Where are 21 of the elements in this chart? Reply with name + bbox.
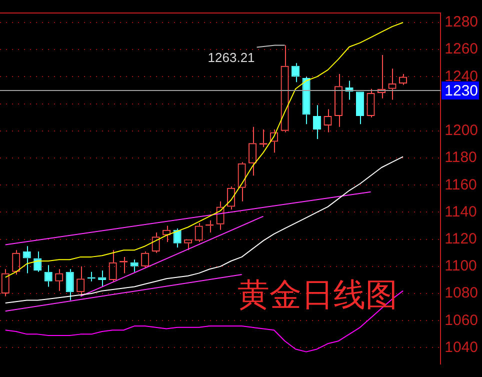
y-tick-label: 1060 bbox=[444, 312, 478, 329]
candlestick bbox=[356, 92, 364, 125]
annotation: 1263.21 bbox=[208, 50, 255, 65]
y-tick-label: 1280 bbox=[444, 14, 478, 31]
y-tick-label: 1040 bbox=[444, 338, 478, 356]
candlestick bbox=[130, 259, 138, 272]
y-tick-label: 1080 bbox=[444, 284, 478, 302]
y-tick-label: 1120 bbox=[444, 230, 477, 248]
y-tick-label: 1160 bbox=[444, 176, 477, 194]
text: 黄金日线图 bbox=[237, 276, 398, 314]
y-tick-label: 1240 bbox=[444, 68, 478, 85]
y-tick-label: 1260 bbox=[444, 40, 478, 58]
y-tick-label: 1100 bbox=[444, 258, 477, 275]
candlestick bbox=[302, 76, 310, 125]
y-tick-label: 1180 bbox=[444, 149, 477, 166]
ref-line-label: 1230 bbox=[444, 82, 478, 100]
y-tick-label: 1140 bbox=[444, 203, 477, 220]
candlestick bbox=[173, 228, 182, 248]
candlestick bbox=[66, 268, 74, 301]
candlestick bbox=[313, 104, 322, 140]
y-tick-label: 1200 bbox=[444, 122, 478, 140]
